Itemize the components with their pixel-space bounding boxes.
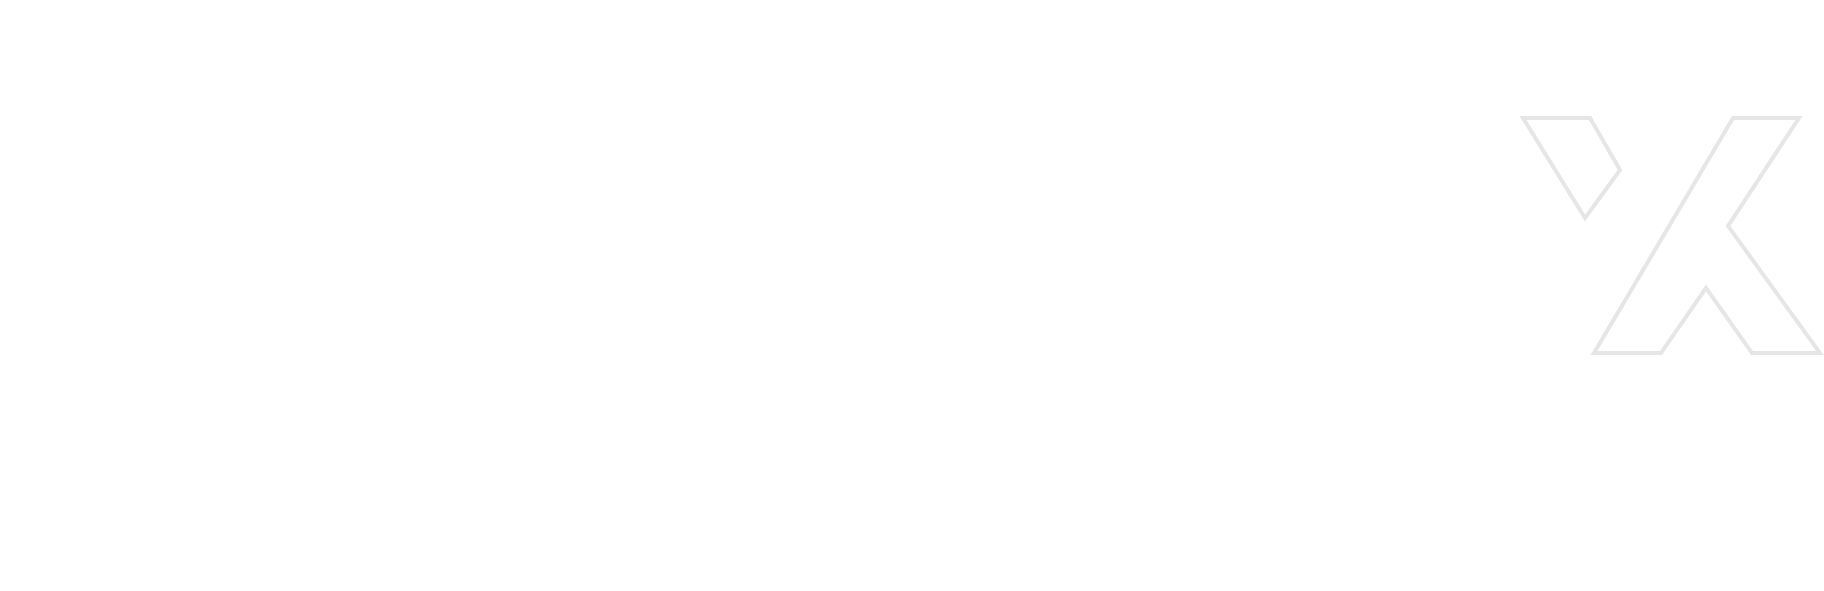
x-logo-small-arm [1519,116,1623,222]
x-logo-main-stroke [1590,116,1824,355]
